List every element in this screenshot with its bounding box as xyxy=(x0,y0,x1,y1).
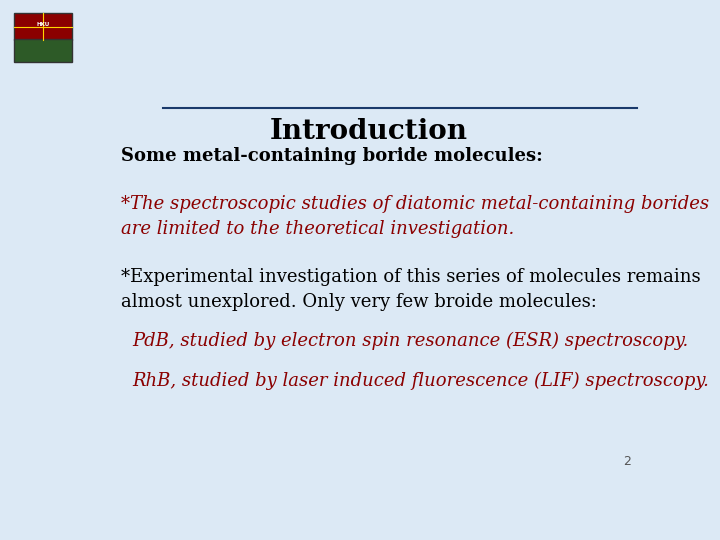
FancyBboxPatch shape xyxy=(14,14,72,40)
Text: Introduction: Introduction xyxy=(270,118,468,145)
Text: are limited to the theoretical investigation.: are limited to the theoretical investiga… xyxy=(121,220,514,238)
Text: *Experimental investigation of this series of molecules remains: *Experimental investigation of this seri… xyxy=(121,268,701,286)
FancyBboxPatch shape xyxy=(14,39,72,62)
Text: 2: 2 xyxy=(624,455,631,468)
Text: *The spectroscopic studies of diatomic metal-containing borides: *The spectroscopic studies of diatomic m… xyxy=(121,195,708,213)
Text: HKU: HKU xyxy=(37,22,50,27)
Text: Some metal-containing boride molecules:: Some metal-containing boride molecules: xyxy=(121,147,542,165)
Text: RhB, studied by laser induced fluorescence (LIF) spectroscopy.: RhB, studied by laser induced fluorescen… xyxy=(132,372,708,390)
Text: almost unexplored. Only very few broide molecules:: almost unexplored. Only very few broide … xyxy=(121,293,597,311)
Text: PdB, studied by electron spin resonance (ESR) spectroscopy.: PdB, studied by electron spin resonance … xyxy=(132,332,688,350)
